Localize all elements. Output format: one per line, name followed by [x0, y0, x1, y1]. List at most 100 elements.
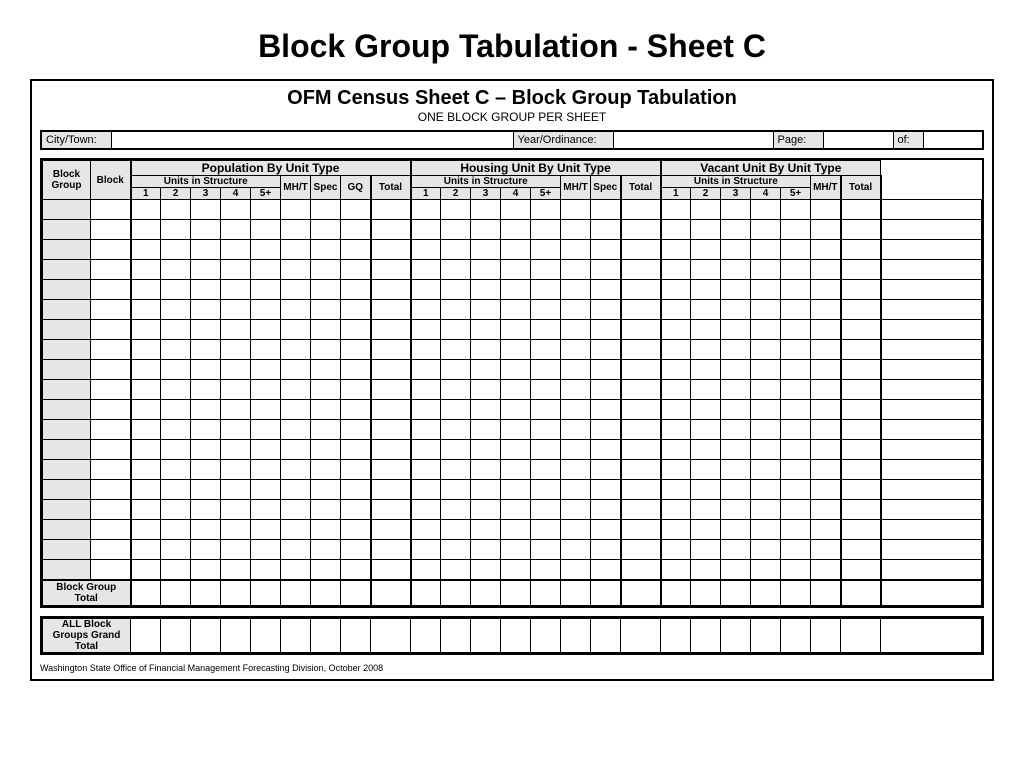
bgt-c10	[371, 580, 411, 606]
row9-c20	[691, 380, 721, 400]
row8-c9	[341, 360, 371, 380]
row8-c24	[811, 360, 841, 380]
row10-c19	[661, 400, 691, 420]
row18-c11	[411, 560, 441, 580]
row1-c14	[501, 220, 531, 240]
row18-c10	[371, 560, 411, 580]
col-1-MH/T: MH/T	[561, 176, 591, 200]
data-row	[43, 520, 982, 540]
row10-c11	[411, 400, 441, 420]
city-label: City/Town:	[41, 131, 111, 149]
row1-c17	[591, 220, 621, 240]
row14-c11	[411, 480, 441, 500]
row4-c16	[561, 280, 591, 300]
row11-c9	[341, 420, 371, 440]
row1-blockgroup	[43, 220, 91, 240]
grand-c18	[621, 619, 661, 653]
row8-c8	[311, 360, 341, 380]
grand-c23	[781, 619, 811, 653]
page-label: Page:	[773, 131, 823, 149]
row6-c1	[91, 320, 131, 340]
row2-c11	[411, 240, 441, 260]
row13-c2	[131, 460, 161, 480]
row7-c9	[341, 340, 371, 360]
row10-c24	[811, 400, 841, 420]
row8-c18	[621, 360, 661, 380]
bgt-c17	[591, 580, 621, 606]
row11-c21	[721, 420, 751, 440]
row3-c23	[781, 260, 811, 280]
row8-c13	[471, 360, 501, 380]
row3-c10	[371, 260, 411, 280]
row14-c12	[441, 480, 471, 500]
row10-c8	[311, 400, 341, 420]
row5-c1	[91, 300, 131, 320]
row14-blockgroup	[43, 480, 91, 500]
row1-c23	[781, 220, 811, 240]
grand-c17	[591, 619, 621, 653]
row6-c5	[221, 320, 251, 340]
row6-c25	[841, 320, 881, 340]
row11-c1	[91, 420, 131, 440]
row11-c7	[281, 420, 311, 440]
row9-c25	[841, 380, 881, 400]
row14-c4	[191, 480, 221, 500]
row14-c17	[591, 480, 621, 500]
row0-c10	[371, 200, 411, 220]
row8-c22	[751, 360, 781, 380]
row11-c16	[561, 420, 591, 440]
row7-c2	[131, 340, 161, 360]
row2-c10	[371, 240, 411, 260]
row18-blockgroup	[43, 560, 91, 580]
row2-c26	[881, 240, 982, 260]
row6-c18	[621, 320, 661, 340]
row5-c14	[501, 300, 531, 320]
bgt-c23	[781, 580, 811, 606]
row13-c22	[751, 460, 781, 480]
row7-c6	[251, 340, 281, 360]
row7-c12	[441, 340, 471, 360]
row13-c16	[561, 460, 591, 480]
row13-c25	[841, 460, 881, 480]
row8-c10	[371, 360, 411, 380]
bgt-c24	[811, 580, 841, 606]
row7-c26	[881, 340, 982, 360]
col-0-GQ: GQ	[341, 176, 371, 200]
row18-c23	[781, 560, 811, 580]
row15-c2	[131, 500, 161, 520]
row11-c11	[411, 420, 441, 440]
row16-c8	[311, 520, 341, 540]
data-row	[43, 380, 982, 400]
row2-c17	[591, 240, 621, 260]
row15-c9	[341, 500, 371, 520]
row9-c18	[621, 380, 661, 400]
row2-blockgroup	[43, 240, 91, 260]
row18-c3	[161, 560, 191, 580]
row6-c15	[531, 320, 561, 340]
row16-c7	[281, 520, 311, 540]
grand-c9	[341, 619, 371, 653]
page: Block Group Tabulation - Sheet C OFM Cen…	[0, 0, 1024, 768]
bgt-c12	[441, 580, 471, 606]
row18-c5	[221, 560, 251, 580]
row10-c5	[221, 400, 251, 420]
row14-c3	[161, 480, 191, 500]
row7-c14	[501, 340, 531, 360]
row9-c7	[281, 380, 311, 400]
row9-c16	[561, 380, 591, 400]
row7-c19	[661, 340, 691, 360]
row7-c11	[411, 340, 441, 360]
row9-c15	[531, 380, 561, 400]
row9-c5	[221, 380, 251, 400]
grand-c26	[881, 619, 982, 653]
row7-c21	[721, 340, 751, 360]
row0-c18	[621, 200, 661, 220]
row2-c23	[781, 240, 811, 260]
row18-c16	[561, 560, 591, 580]
row8-c14	[501, 360, 531, 380]
row11-c12	[441, 420, 471, 440]
row16-blockgroup	[43, 520, 91, 540]
row10-c23	[781, 400, 811, 420]
bgt-c11	[411, 580, 441, 606]
row14-c13	[471, 480, 501, 500]
